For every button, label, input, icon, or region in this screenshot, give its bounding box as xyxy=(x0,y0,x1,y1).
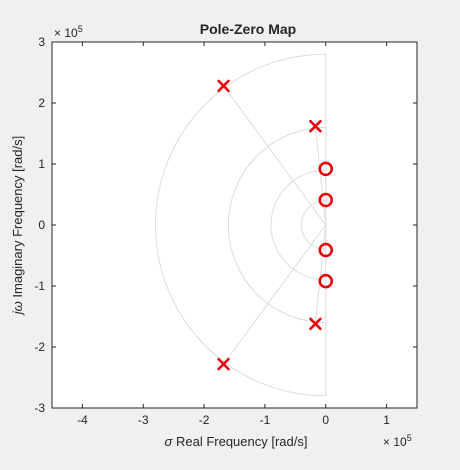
grid-layer xyxy=(154,53,327,397)
x-tick-label: -4 xyxy=(77,413,88,427)
y-tick-label: -2 xyxy=(34,340,45,354)
y-axis-symbol: jω xyxy=(10,301,25,316)
y-exponent: × 105 xyxy=(54,24,83,40)
zero-marker xyxy=(318,242,333,258)
x-axis-label: σ Real Frequency [rad/s] xyxy=(165,434,308,449)
y-exponent-power: 5 xyxy=(78,24,83,34)
zero-marker xyxy=(318,273,333,289)
grid-damping-ray xyxy=(314,126,327,226)
x-exponent-base: × 10 xyxy=(383,435,407,449)
y-axis-label: jω Imaginary Frequency [rad/s] xyxy=(10,136,25,316)
x-tick-label: -1 xyxy=(260,413,271,427)
x-tick-label: 1 xyxy=(383,413,390,427)
x-tick-label: -3 xyxy=(138,413,149,427)
y-tick-label: 0 xyxy=(38,218,45,232)
grid-damping-ray xyxy=(223,85,327,226)
grid-arc xyxy=(300,200,326,250)
y-tick-label: 2 xyxy=(38,96,45,110)
tick-layer: -4 -3 -2 -1 0 1 3 2 1 0 -1 -2 -3 xyxy=(34,35,417,427)
y-tick-label: 3 xyxy=(38,35,45,49)
x-tick-label: -2 xyxy=(199,413,210,427)
x-exponent-power: 5 xyxy=(407,433,412,443)
mark-layer xyxy=(217,79,333,371)
grid-damping-ray xyxy=(223,224,327,365)
grid-arc xyxy=(270,169,326,281)
grid-arc xyxy=(154,53,326,397)
zero-marker xyxy=(318,192,333,208)
y-tick-label: -3 xyxy=(34,401,45,415)
x-axis-text: Real Frequency [rad/s] xyxy=(172,434,307,449)
x-tick-label: 0 xyxy=(322,413,329,427)
grid-damping-ray xyxy=(314,224,327,324)
chart-title: Pole-Zero Map xyxy=(200,21,296,37)
pole-marker xyxy=(309,317,322,331)
zero-marker xyxy=(318,161,333,177)
pole-marker xyxy=(309,119,322,133)
x-axis-symbol: σ xyxy=(165,434,174,449)
y-tick-label: -1 xyxy=(34,279,45,293)
plot-area xyxy=(52,42,417,408)
pole-marker xyxy=(217,357,230,371)
x-exponent: × 105 xyxy=(383,433,412,449)
y-axis-text: Imaginary Frequency [rad/s] xyxy=(10,136,25,301)
y-tick-label: 1 xyxy=(38,157,45,171)
y-exponent-base: × 10 xyxy=(54,26,78,40)
grid-arc xyxy=(227,126,326,324)
pole-marker xyxy=(217,79,230,93)
